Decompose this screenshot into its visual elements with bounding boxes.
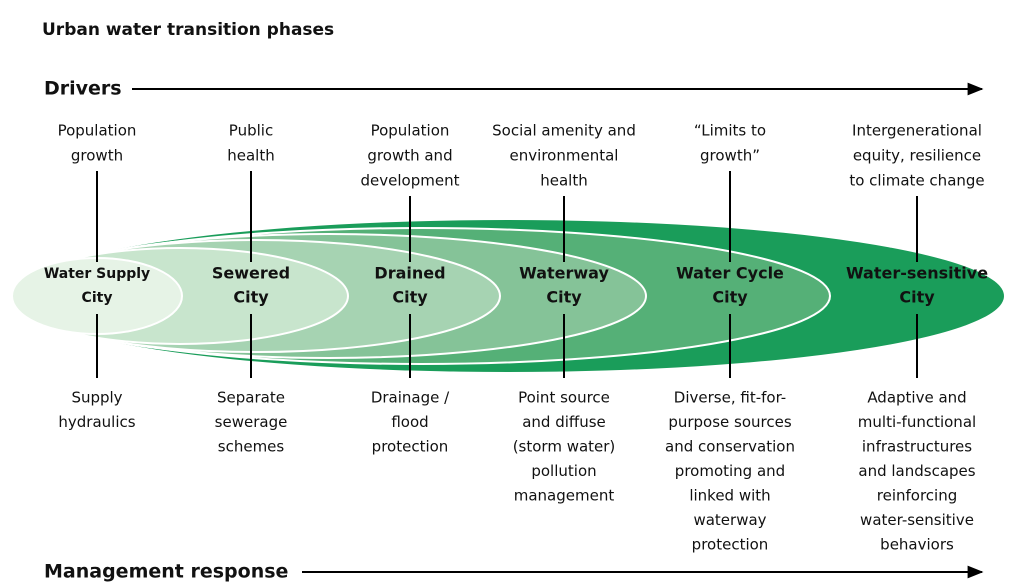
response-text: Diverse, fit-for- xyxy=(674,389,786,407)
driver-text: growth” xyxy=(700,147,760,165)
driver-text: Social amenity and xyxy=(492,122,636,140)
response-text: Drainage / xyxy=(371,389,450,407)
response-text: pollution xyxy=(531,462,596,480)
response-text: promoting and xyxy=(675,462,785,480)
phase-name: City xyxy=(233,288,269,307)
response-text: infrastructures xyxy=(862,438,972,456)
response-text: protection xyxy=(692,536,769,554)
driver-text: “Limits to xyxy=(694,122,766,140)
phase-ellipses xyxy=(11,220,1004,372)
response-text: (storm water) xyxy=(513,438,616,456)
response-text: and diffuse xyxy=(522,413,606,431)
driver-text: Population xyxy=(371,122,450,140)
response-text: flood xyxy=(391,413,428,431)
response-text: reinforcing xyxy=(877,487,957,505)
driver-text: growth and xyxy=(367,147,452,165)
response-text: protection xyxy=(372,438,449,456)
response-text: linked with xyxy=(689,487,770,505)
driver-text: environmental xyxy=(510,147,619,165)
phase-name: City xyxy=(392,288,428,307)
title: Urban water transition phases xyxy=(42,20,334,40)
response-text: Adaptive and xyxy=(867,389,966,407)
response-text: waterway xyxy=(693,511,766,529)
response-text: Supply xyxy=(71,389,122,407)
response-text: purpose sources xyxy=(668,413,792,431)
phase-name: Water-sensitive xyxy=(846,264,988,283)
response-text: management xyxy=(514,487,615,505)
driver-text: development xyxy=(361,172,460,190)
response-label: Management response xyxy=(44,561,288,583)
phase-name: Waterway xyxy=(519,264,609,283)
response-text: water-sensitive xyxy=(860,511,974,529)
driver-text: Population xyxy=(58,122,137,140)
driver-text: Public xyxy=(229,122,273,140)
response-text: hydraulics xyxy=(58,413,135,431)
phase-name: City xyxy=(546,288,582,307)
response-text: multi-functional xyxy=(858,413,976,431)
driver-text: health xyxy=(540,172,587,190)
response-text: schemes xyxy=(218,438,285,456)
driver-text: equity, resilience xyxy=(853,147,981,165)
columns: Population growth Water Supply City Supply hy… xyxy=(44,122,988,554)
phase-name: Sewered xyxy=(212,264,290,283)
driver-text: growth xyxy=(71,147,123,165)
driver-text: to climate change xyxy=(849,172,984,190)
response-text: sewerage xyxy=(215,413,288,431)
response-text: and landscapes xyxy=(858,462,975,480)
phase-name: Water Supply xyxy=(44,266,150,282)
response-text: Point source xyxy=(518,389,610,407)
drivers-label: Drivers xyxy=(44,78,122,100)
driver-text: health xyxy=(227,147,274,165)
driver-text: Intergenerational xyxy=(852,122,982,140)
response-text: and conservation xyxy=(665,438,795,456)
response-text: Separate xyxy=(217,389,285,407)
phase-name: City xyxy=(82,290,113,306)
response-text: behaviors xyxy=(880,536,954,554)
phase-name: City xyxy=(899,288,935,307)
phase-name: Water Cycle xyxy=(676,264,784,283)
phase-name: Drained xyxy=(374,264,445,283)
phase-name: City xyxy=(712,288,748,307)
